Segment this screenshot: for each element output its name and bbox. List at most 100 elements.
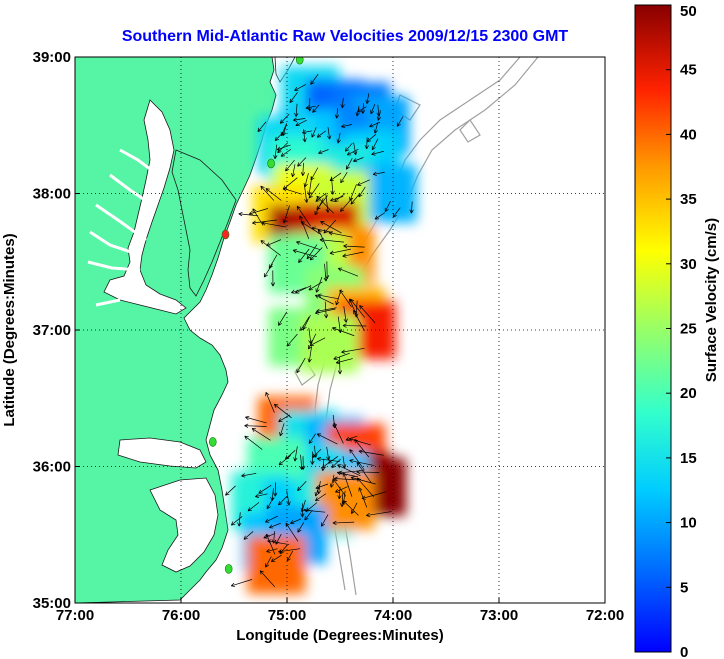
- velocity-arrow: [320, 458, 326, 472]
- velocity-arrow: [329, 474, 335, 488]
- velocity-arrow: [351, 502, 358, 514]
- velocity-arrow: [327, 127, 332, 140]
- colorbar-tick-label: 0: [680, 644, 688, 659]
- velocity-arrow: [315, 192, 327, 202]
- velocity-arrow: [280, 123, 287, 137]
- velocity-arrow: [353, 142, 358, 156]
- y-tick-label: 37:00: [33, 322, 71, 339]
- velocity-arrow: [297, 522, 305, 533]
- velocity-arrow: [333, 352, 350, 360]
- radar-stations: [209, 57, 304, 574]
- velocity-arrow: [350, 193, 360, 205]
- velocity-arrow: [357, 179, 370, 186]
- velocity-arrow: [315, 276, 323, 293]
- rivers: [87, 148, 159, 307]
- velocity-arrow: [358, 487, 368, 508]
- velocity-arrow: [319, 237, 344, 243]
- velocity-arrow: [342, 323, 367, 328]
- velocity-arrow: [320, 221, 342, 234]
- grid-lines: [75, 57, 605, 603]
- velocity-arrow: [269, 522, 281, 529]
- velocity-arrow: [257, 121, 267, 133]
- radar-station-marker: [221, 229, 230, 240]
- velocity-arrow: [366, 134, 377, 143]
- velocity-arrow: [294, 103, 299, 117]
- velocity-arrow: [315, 483, 329, 490]
- y-tick-label: 38:00: [33, 186, 71, 203]
- velocity-arrow: [265, 391, 275, 413]
- velocity-arrow: [298, 248, 310, 263]
- velocity-arrow: [265, 556, 272, 568]
- velocity-arrow: [316, 130, 326, 138]
- colorbar-tick-label: 10: [680, 515, 697, 532]
- velocity-arrow: [261, 221, 287, 228]
- velocity-arrow: [244, 423, 267, 428]
- velocity-arrow: [330, 176, 335, 195]
- velocity-arrow: [245, 415, 267, 424]
- velocity-arrow: [376, 104, 381, 117]
- velocity-arrow: [252, 219, 277, 225]
- radar-station-marker: [224, 564, 233, 574]
- velocity-arrow: [334, 108, 340, 119]
- velocity-arrow: [340, 197, 353, 212]
- velocity-arrow: [270, 488, 275, 501]
- velocity-arrow: [366, 511, 392, 518]
- y-axis-label: Latitude (Degrees:Minutes): [1, 233, 18, 426]
- velocity-arrow: [369, 121, 381, 128]
- velocity-cell: [300, 314, 359, 373]
- velocity-vectors: [225, 73, 414, 588]
- velocity-arrow: [282, 205, 290, 224]
- velocity-arrow: [312, 104, 320, 113]
- velocity-arrow: [316, 307, 337, 313]
- velocity-arrow: [342, 251, 364, 258]
- chesapeake-bay: [103, 99, 187, 315]
- x-axis-ticks: 77:00 76:00 75:00 74:00 73:00 72:00: [56, 598, 624, 624]
- velocity-arrow: [371, 138, 379, 151]
- velocity-arrow: [373, 122, 379, 134]
- velocity-arrow: [308, 281, 323, 291]
- velocity-arrow: [346, 148, 359, 156]
- velocity-arrow: [297, 157, 307, 167]
- pamlico-sound: [149, 477, 219, 573]
- velocity-arrow: [349, 449, 365, 471]
- velocity-arrow: [277, 142, 289, 154]
- velocity-arrow: [260, 240, 281, 256]
- colorbar-tick-label: 45: [680, 62, 697, 79]
- velocity-arrow: [266, 548, 278, 553]
- velocity-arrow: [300, 162, 306, 176]
- velocity-arrow: [341, 123, 352, 129]
- velocity-arrow: [251, 428, 271, 441]
- velocity-arrow: [357, 106, 367, 113]
- velocity-arrow: [326, 446, 331, 461]
- velocity-arrow: [263, 533, 276, 539]
- velocity-arrow: [293, 446, 298, 462]
- velocity-arrow: [384, 200, 391, 213]
- velocity-arrow: [332, 478, 347, 497]
- velocity-arrow: [392, 207, 401, 218]
- velocity-arrow: [348, 437, 371, 446]
- velocity-arrow: [345, 158, 353, 170]
- velocity-arrow: [330, 196, 344, 202]
- velocity-arrow: [286, 490, 291, 506]
- velocity-arrow: [316, 195, 334, 214]
- velocity-arrow: [335, 486, 348, 493]
- velocity-arrow: [297, 480, 307, 491]
- velocity-arrow: [303, 184, 309, 203]
- velocity-arrow: [278, 548, 301, 554]
- velocity-arrow: [342, 500, 359, 516]
- velocity-arrow: [292, 249, 318, 258]
- velocity-arrow: [291, 164, 296, 178]
- velocity-arrow: [311, 127, 317, 138]
- colorbar-tick-label: 20: [680, 385, 697, 402]
- colorbar: [634, 4, 672, 653]
- velocity-arrow: [307, 333, 317, 350]
- velocity-arrow: [316, 195, 328, 210]
- velocity-cell: [247, 535, 306, 594]
- velocity-arrow: [289, 92, 298, 104]
- radar-station-marker: [267, 158, 275, 169]
- velocity-arrow: [299, 215, 310, 239]
- x-tick-label: 76:00: [162, 607, 200, 624]
- x-tick-label: 75:00: [268, 607, 306, 624]
- velocity-arrow: [316, 481, 322, 495]
- velocity-arrow: [333, 422, 344, 444]
